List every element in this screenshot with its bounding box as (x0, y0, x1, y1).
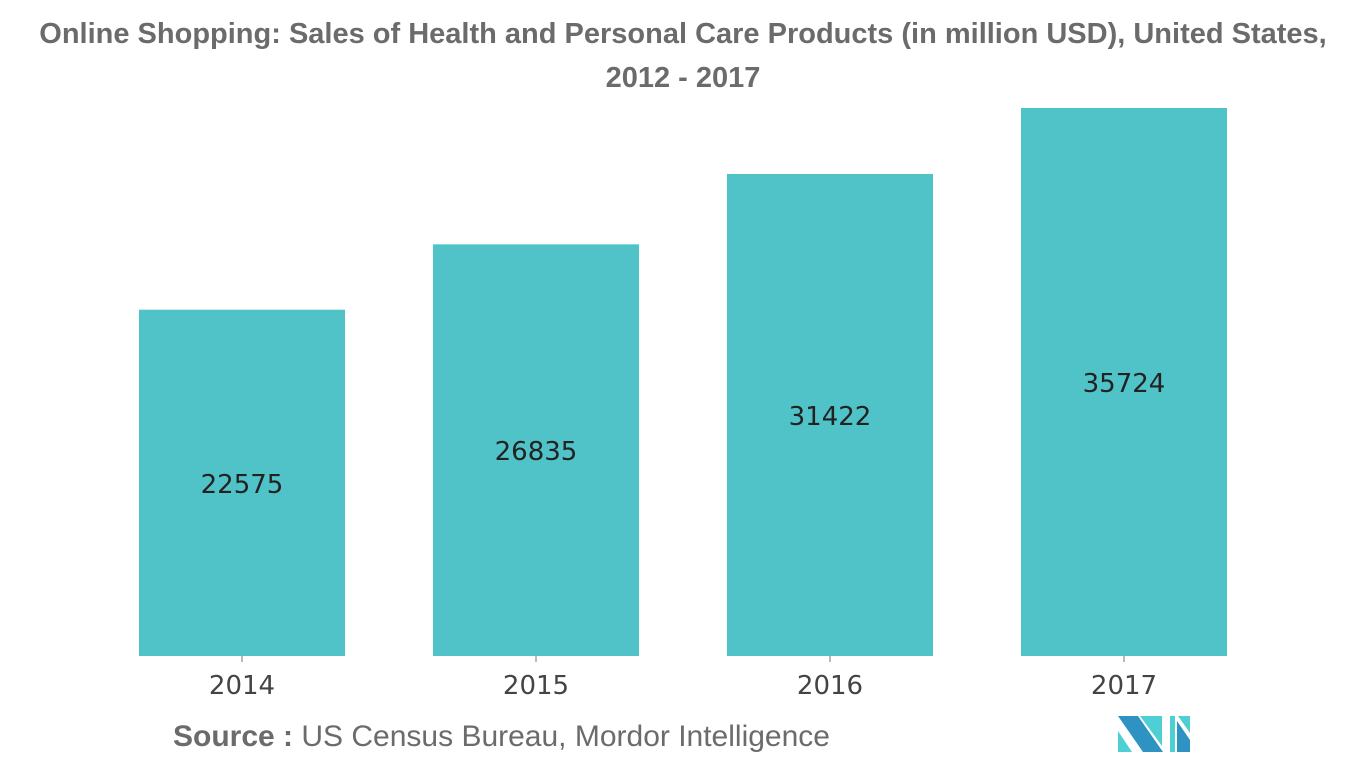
x-tick-label: 2014 (209, 671, 275, 701)
source-label: Source : (173, 720, 294, 753)
mordor-logo (1118, 716, 1190, 752)
data-label: 22575 (201, 470, 284, 500)
bar-2017 (1021, 108, 1227, 656)
data-label: 31422 (789, 402, 872, 432)
x-tick-label: 2015 (503, 671, 569, 701)
bar-2016 (727, 173, 933, 656)
data-label: 35724 (1083, 369, 1166, 399)
bar-2014 (139, 309, 345, 656)
source-note: Source : US Census Bureau, Mordor Intell… (173, 720, 830, 754)
x-tick-label: 2017 (1091, 671, 1157, 701)
bar-chart: 22575 2014 26835 2015 31422 2016 35724 2017 (139, 108, 1227, 701)
data-label: 26835 (495, 437, 578, 467)
x-tick-label: 2016 (797, 671, 863, 701)
bar-2015 (433, 244, 639, 657)
chart-title: Online Shopping: Sales of Health and Per… (39, 18, 1327, 94)
source-text: US Census Bureau, Mordor Intelligence (301, 720, 830, 753)
